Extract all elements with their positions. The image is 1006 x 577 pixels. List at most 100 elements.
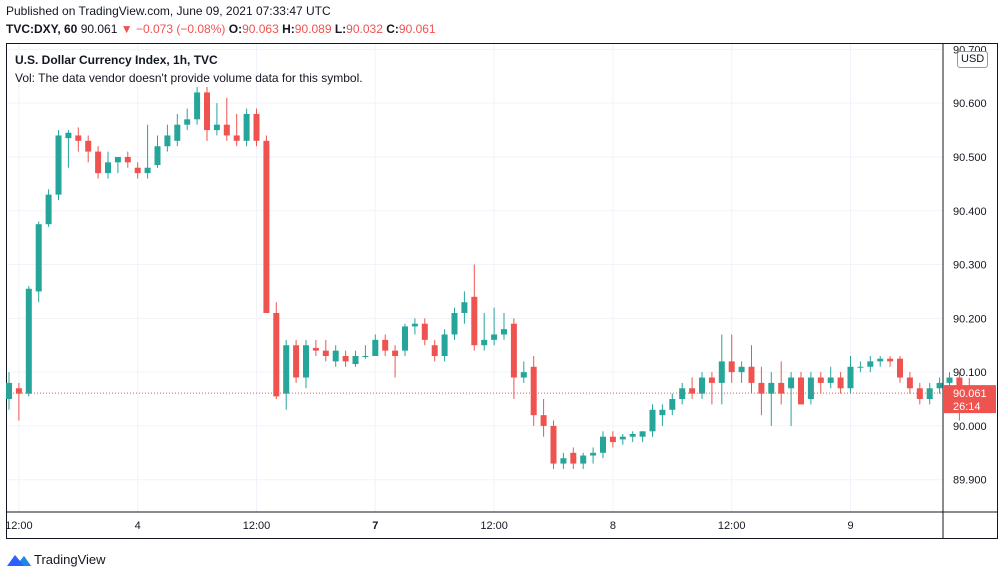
candle-body [936,382,943,389]
candle [204,87,210,141]
candle-body [788,377,795,389]
candle-body [520,372,527,378]
open-label: O: [228,22,243,36]
candle [659,404,666,426]
candle [372,334,379,356]
chart-frame[interactable] [6,43,998,539]
price-axis[interactable]: 89.900 90.000 90.100 90.200 90.300 90.400 90.5… [953,44,987,486]
current-price-badge-bg [943,385,996,414]
candle-body [689,388,696,394]
candle [540,399,547,437]
candle [75,127,82,152]
price-tick-label: 90.100 [953,367,987,379]
candle [491,307,498,346]
candle [154,135,161,168]
candle [718,334,725,405]
candle [174,113,181,147]
candle-body [699,377,705,394]
candle-body [213,124,220,131]
candle-body [580,455,587,464]
candle [25,286,32,397]
candle [728,334,735,383]
candle [867,356,874,373]
candle [233,113,240,147]
price-tick-label: 90.000 [953,421,987,433]
candle-body [669,399,676,410]
candle [124,151,131,168]
candle-body [362,356,369,357]
candle [906,372,913,394]
time-tick-label: 12:00 [243,520,271,532]
candle-body [194,92,201,120]
candle-body [273,312,280,397]
close-value: 90.061 [398,22,436,36]
candle-body [609,436,616,443]
candle [738,361,745,383]
time-tick-label: 8 [610,520,616,532]
candle [916,382,923,405]
footer-branding[interactable]: TradingView [6,549,106,569]
candle-body [798,377,804,405]
candle-body [481,339,488,346]
high-label: H: [282,22,295,36]
candle-body [283,345,290,394]
candle [402,323,408,356]
candle [65,130,72,168]
candle [679,382,686,405]
candle-body [847,366,854,389]
candle [807,372,814,405]
candle [451,307,458,340]
price-tick-label: 90.300 [953,260,987,272]
last-price: 90.061 [80,22,118,36]
candle-body [441,334,448,356]
candle [699,372,705,400]
candle [85,135,92,163]
bar-countdown-label: 26:14 [953,401,981,413]
candle-body [748,366,755,383]
candle [887,356,894,367]
candle [6,372,12,410]
candle-body [35,224,42,292]
candle [560,452,567,469]
candle [382,334,389,356]
candle-body [827,377,834,383]
candle-body [778,382,785,394]
candle-body [55,135,62,195]
candle [15,382,22,421]
candle [708,372,715,405]
current-price-label: 90.061 [953,388,987,400]
candle [35,221,42,303]
currency-button[interactable]: USD [957,51,989,68]
candle-body [421,323,428,340]
candle [550,420,557,469]
candle [570,447,577,469]
down-arrow-icon: ▼ [120,22,133,36]
candle-body [758,382,765,394]
price-tick-label: 90.500 [953,152,987,164]
candle [461,291,468,324]
time-tick-label: 12:00 [480,520,508,532]
candle-body [253,113,260,141]
candle [114,156,121,174]
candle-body [560,458,567,464]
time-axis[interactable]: 12:00 4 12:00 7 12:00 8 12:00 9 [5,520,853,532]
candle [263,135,270,313]
candle-body [679,388,686,400]
candle [105,151,111,179]
candle [332,345,339,367]
candle [421,318,428,346]
candle-body [867,361,874,367]
footer-brand-text: TradingView [34,551,106,567]
time-tick-label: 7 [372,520,378,532]
tradingview-logo-icon [7,555,31,566]
candle-body [124,156,131,163]
candle-body [510,323,517,378]
price-tick-label: 90.200 [953,313,987,325]
candle [392,345,399,378]
open-value: 90.063 [242,22,279,36]
candle-body [342,356,349,362]
candle [431,339,438,362]
candle-body [431,345,438,356]
candle [322,339,329,362]
